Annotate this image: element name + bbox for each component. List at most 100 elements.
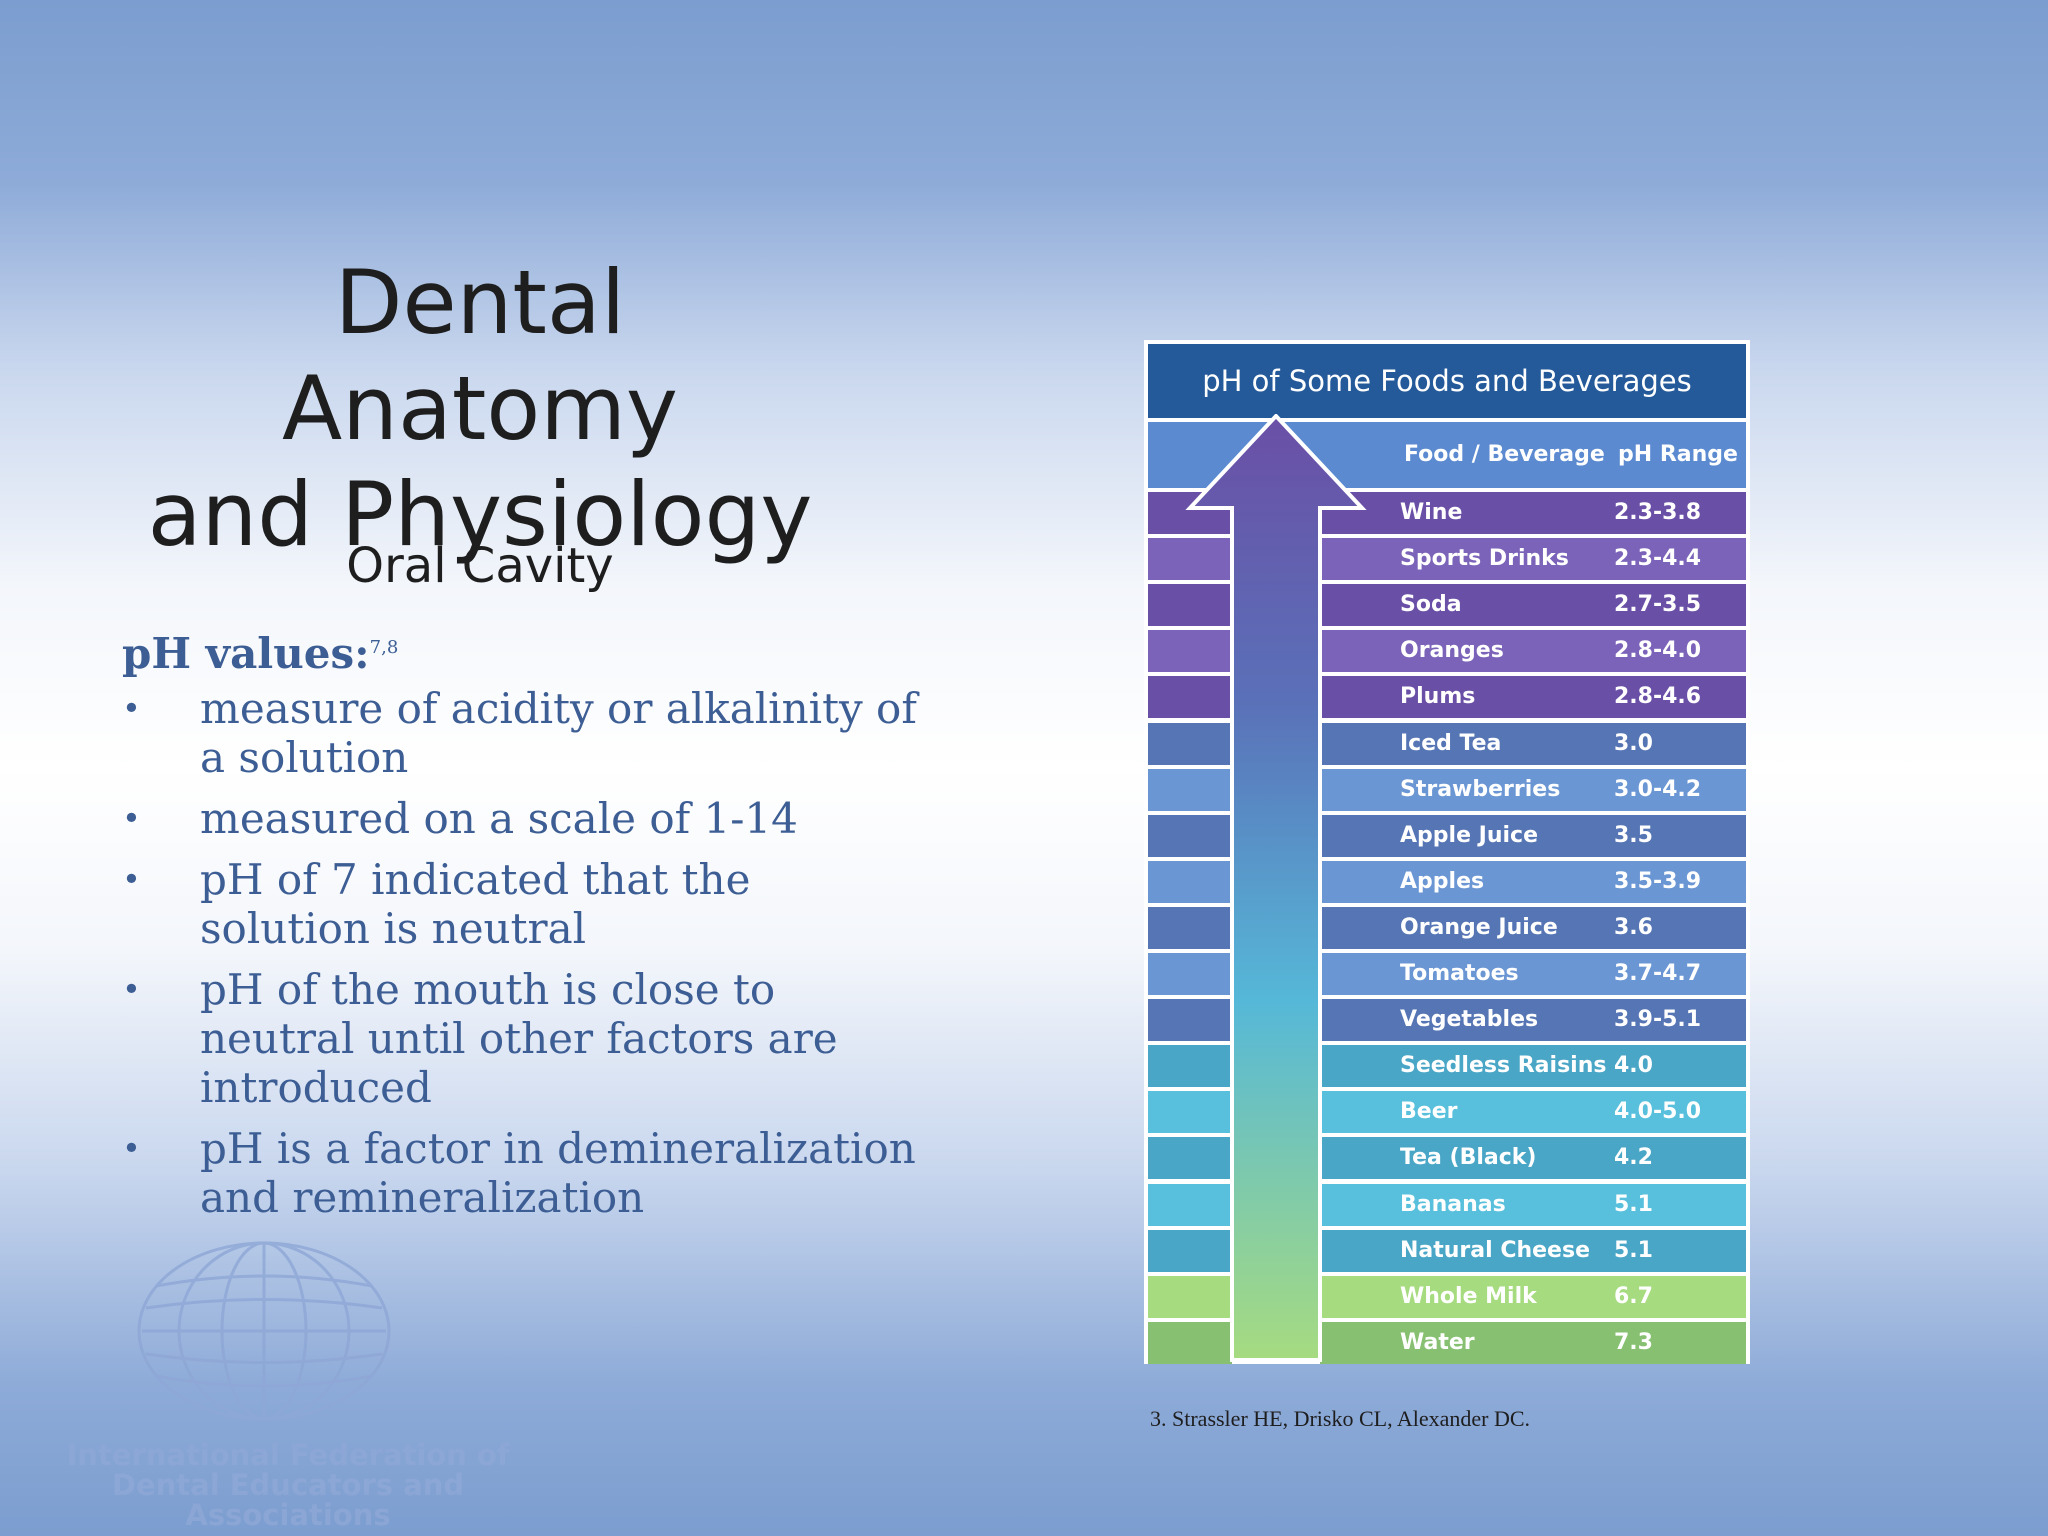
table-row: Apple Juice 3.5 bbox=[1320, 814, 1746, 857]
ph-value-cell: 4.2 bbox=[1614, 1145, 1653, 1171]
food-name-cell: Tea (Black) bbox=[1400, 1145, 1537, 1171]
table-row: Oranges 2.8-4.0 bbox=[1320, 630, 1746, 673]
table-row: Sports Drinks 2.3-4.4 bbox=[1320, 538, 1746, 581]
ph-value-cell: 3.0-4.2 bbox=[1614, 776, 1702, 802]
ph-value-cell: 2.3-3.8 bbox=[1614, 500, 1702, 525]
title-line-1: Dental Anatomy bbox=[281, 251, 679, 460]
food-name-cell: Tomatoes bbox=[1400, 961, 1519, 986]
table-row: Strawberries 3.0-4.2 bbox=[1320, 768, 1746, 811]
ph-value-cell: 4.0-5.0 bbox=[1614, 1099, 1702, 1125]
food-name-cell: Water bbox=[1400, 1329, 1475, 1355]
row-swatch bbox=[1148, 630, 1232, 673]
title-line-2: and Physiology bbox=[147, 463, 813, 566]
column-header-ph: pH Range bbox=[1618, 442, 1738, 467]
food-name-cell: Iced Tea bbox=[1400, 730, 1502, 756]
heading-reference: 7,8 bbox=[369, 637, 399, 658]
column-header-food: Food / Beverage bbox=[1404, 442, 1605, 467]
ph-value-cell: 2.7-3.5 bbox=[1614, 592, 1702, 618]
bullet-list: • measure of acidity or alkalinity of a s… bbox=[122, 684, 922, 1222]
ph-value-cell: 3.0 bbox=[1614, 730, 1653, 756]
table-row: Bananas 5.1 bbox=[1320, 1183, 1746, 1226]
food-name-cell: Whole Milk bbox=[1400, 1283, 1537, 1309]
table-row: Tea (Black) 4.2 bbox=[1320, 1137, 1746, 1180]
row-swatch bbox=[1148, 999, 1232, 1042]
bullet-text: pH of 7 indicated that the solution is n… bbox=[200, 855, 751, 953]
food-name-cell: Sports Drinks bbox=[1400, 546, 1569, 572]
table-row: Whole Milk 6.7 bbox=[1320, 1275, 1746, 1318]
bullet-icon: • bbox=[122, 860, 141, 898]
ph-value-cell: 5.1 bbox=[1614, 1191, 1653, 1217]
slide-subtitle: Oral Cavity bbox=[346, 538, 614, 594]
bullet-item: • measure of acidity or alkalinity of a s… bbox=[122, 684, 922, 782]
row-swatch bbox=[1148, 1091, 1232, 1134]
ph-value-cell: 3.6 bbox=[1614, 914, 1653, 940]
logo-line-1: International Federation of bbox=[66, 1438, 510, 1472]
bullet-item: • measured on a scale of 1-14 bbox=[122, 794, 922, 843]
bullet-item: • pH of the mouth is close to neutral unt… bbox=[122, 965, 922, 1112]
table-row: Iced Tea 3.0 bbox=[1320, 722, 1746, 765]
ph-value-cell: 2.3-4.4 bbox=[1614, 546, 1702, 572]
table-row: Plums 2.8-4.6 bbox=[1320, 676, 1746, 719]
food-name-cell: Soda bbox=[1400, 592, 1462, 618]
ph-value-cell: 6.7 bbox=[1614, 1283, 1653, 1309]
bullet-heading: pH values:7,8 bbox=[122, 622, 922, 680]
table-row: Tomatoes 3.7-4.7 bbox=[1320, 953, 1746, 995]
table-row: Natural Cheese 5.1 bbox=[1320, 1229, 1746, 1272]
row-swatch bbox=[1148, 1183, 1232, 1226]
food-name-cell: Vegetables bbox=[1400, 1007, 1539, 1033]
row-swatch bbox=[1148, 814, 1232, 857]
bullet-text: measure of acidity or alkalinity of a so… bbox=[200, 684, 917, 782]
row-swatch bbox=[1148, 1045, 1232, 1088]
table-row: Vegetables 3.9-5.1 bbox=[1320, 999, 1746, 1042]
food-name-cell: Wine bbox=[1400, 500, 1463, 525]
bullet-icon: • bbox=[122, 1129, 141, 1167]
table-row: Beer 4.0-5.0 bbox=[1320, 1091, 1746, 1134]
logo-text: International Federation of Dental Educa… bbox=[28, 1440, 548, 1530]
bullet-item: • pH of 7 indicated that the solution is … bbox=[122, 855, 922, 953]
ph-value-cell: 3.5-3.9 bbox=[1614, 868, 1702, 894]
acidity-arrow-icon bbox=[1185, 414, 1367, 1362]
table-row: Water 7.3 bbox=[1320, 1321, 1746, 1364]
row-swatch bbox=[1148, 1229, 1232, 1272]
table-row: Seedless Raisins 4.0 bbox=[1320, 1045, 1746, 1088]
globe-icon bbox=[137, 1241, 391, 1421]
bullet-icon: • bbox=[122, 799, 141, 837]
row-swatch bbox=[1148, 953, 1232, 995]
ph-value-cell: 7.3 bbox=[1614, 1329, 1653, 1355]
table-title: pH of Some Foods and Beverages bbox=[1148, 344, 1746, 418]
food-name-cell: Apples bbox=[1400, 868, 1485, 894]
row-swatch bbox=[1148, 906, 1232, 949]
row-swatch bbox=[1148, 1137, 1232, 1180]
ph-value-cell: 5.1 bbox=[1614, 1237, 1653, 1263]
ph-value-cell: 2.8-4.0 bbox=[1614, 638, 1702, 664]
citation: 3. Strassler HE, Drisko CL, Alexander DC… bbox=[1150, 1406, 1531, 1431]
bullet-icon: • bbox=[122, 689, 141, 727]
row-swatch bbox=[1148, 1275, 1232, 1318]
ph-value-cell: 2.8-4.6 bbox=[1614, 684, 1702, 710]
row-swatch bbox=[1148, 722, 1232, 765]
food-name-cell: Plums bbox=[1400, 684, 1476, 710]
food-name-cell: Orange Juice bbox=[1400, 914, 1558, 940]
slide-title: Dental Anatomy and Physiology bbox=[140, 250, 820, 568]
heading-text: pH values: bbox=[122, 629, 370, 678]
ph-value-cell: 4.0 bbox=[1614, 1053, 1653, 1079]
ph-value-cell: 3.9-5.1 bbox=[1614, 1007, 1702, 1033]
table-row: Orange Juice 3.6 bbox=[1320, 906, 1746, 949]
food-name-cell: Beer bbox=[1400, 1099, 1458, 1125]
logo-line-2: Dental Educators and Associations bbox=[111, 1468, 465, 1532]
row-swatch bbox=[1148, 860, 1232, 903]
bullet-text: pH of the mouth is close to neutral unti… bbox=[200, 965, 838, 1112]
table-row: Soda 2.7-3.5 bbox=[1320, 584, 1746, 627]
row-swatch bbox=[1148, 538, 1232, 581]
bullet-icon: • bbox=[122, 970, 141, 1008]
food-name-cell: Apple Juice bbox=[1400, 822, 1538, 848]
table-row: Apples 3.5-3.9 bbox=[1320, 860, 1746, 903]
food-name-cell: Seedless Raisins bbox=[1400, 1053, 1607, 1079]
bullet-section: pH values:7,8 • measure of acidity or alk… bbox=[122, 622, 922, 1234]
bullet-text: measured on a scale of 1-14 bbox=[200, 794, 798, 843]
row-swatch bbox=[1148, 1321, 1232, 1364]
row-swatch bbox=[1148, 768, 1232, 811]
bullet-text: pH is a factor in demineralization and r… bbox=[200, 1124, 916, 1222]
ph-value-cell: 3.7-4.7 bbox=[1614, 961, 1702, 986]
bullet-item: • pH is a factor in demineralization and … bbox=[122, 1124, 922, 1222]
